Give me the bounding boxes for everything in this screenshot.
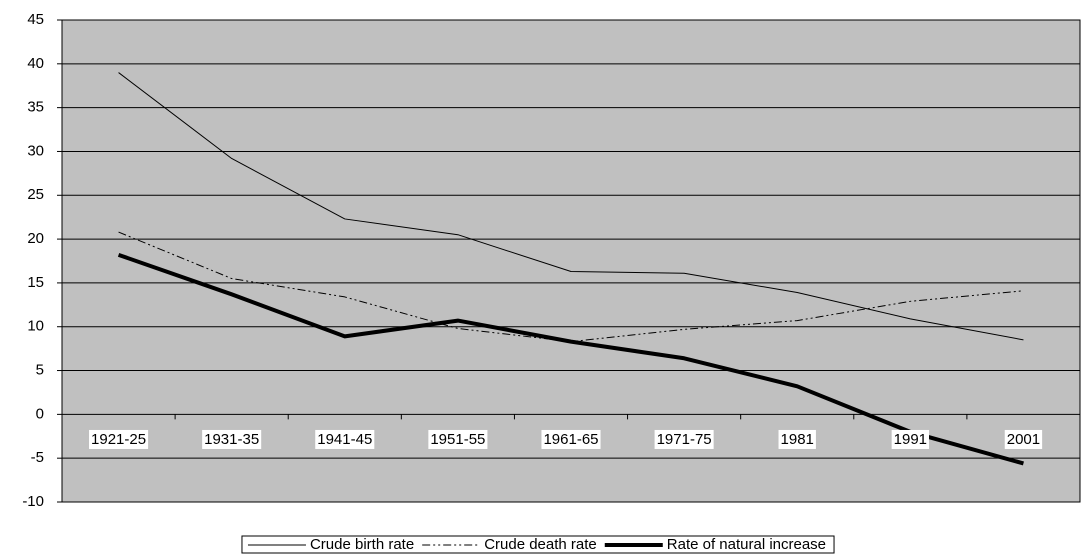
- x-label-bg: [1004, 429, 1043, 449]
- series-line: [118, 72, 1024, 341]
- x-tick-group: 1941-45: [315, 429, 375, 449]
- x-tick-label: 1931-35: [204, 431, 259, 448]
- y-tick-label: 15: [27, 274, 44, 291]
- x-tick-label: 1991: [894, 431, 927, 448]
- x-tick-label: 1981: [781, 431, 814, 448]
- x-tick-label: 1921-25: [91, 431, 146, 448]
- y-tick-label: 35: [27, 99, 44, 116]
- y-tick-label: -5: [31, 449, 44, 466]
- y-tick-label: 20: [27, 230, 44, 247]
- x-tick-label: 1941-45: [317, 431, 372, 448]
- x-tick-group: 1961-65: [541, 429, 601, 449]
- x-label-bg: [891, 429, 930, 449]
- y-tick-label: 0: [36, 405, 44, 422]
- x-tick-group: 1971-75: [654, 429, 714, 449]
- plot-area: [61, 19, 1081, 503]
- x-label-bg: [202, 429, 262, 449]
- legend-box: [241, 535, 835, 554]
- x-tick-label: 2001: [1007, 431, 1040, 448]
- y-tick-label: 10: [27, 318, 44, 335]
- x-tick-label: 1971-75: [657, 431, 712, 448]
- x-label-bg: [428, 429, 488, 449]
- series-line: [117, 252, 1024, 466]
- x-tick-group: 1921-25: [89, 429, 149, 449]
- y-tick-label: 40: [27, 55, 44, 72]
- x-label-bg: [654, 429, 714, 449]
- y-tick-label: 45: [27, 11, 44, 28]
- x-label-bg: [89, 429, 149, 449]
- x-tick-group: 1991: [891, 429, 930, 449]
- x-tick-group: 1951-55: [428, 429, 488, 449]
- x-label-bg: [541, 429, 601, 449]
- x-tick-group: 1981: [778, 429, 816, 449]
- x-label-bg: [315, 429, 375, 449]
- y-tick-label: 5: [36, 362, 44, 379]
- x-tick-label: 1961-65: [543, 431, 598, 448]
- x-tick-group: 2001: [1004, 429, 1043, 449]
- y-tick-label: 25: [27, 186, 44, 203]
- legend-label: Rate of natural increase: [667, 536, 826, 553]
- y-tick-label: 30: [27, 142, 44, 159]
- x-tick-label: 1951-55: [430, 431, 485, 448]
- y-tick-label: -10: [22, 493, 44, 510]
- x-label-bg: [778, 429, 816, 449]
- legend-label: Crude birth rate: [310, 536, 414, 553]
- legend: Crude birth rate Crude death rate Rate of …: [241, 535, 835, 554]
- legend-label: Crude death rate: [484, 536, 597, 553]
- x-tick-group: 1931-35: [202, 429, 262, 449]
